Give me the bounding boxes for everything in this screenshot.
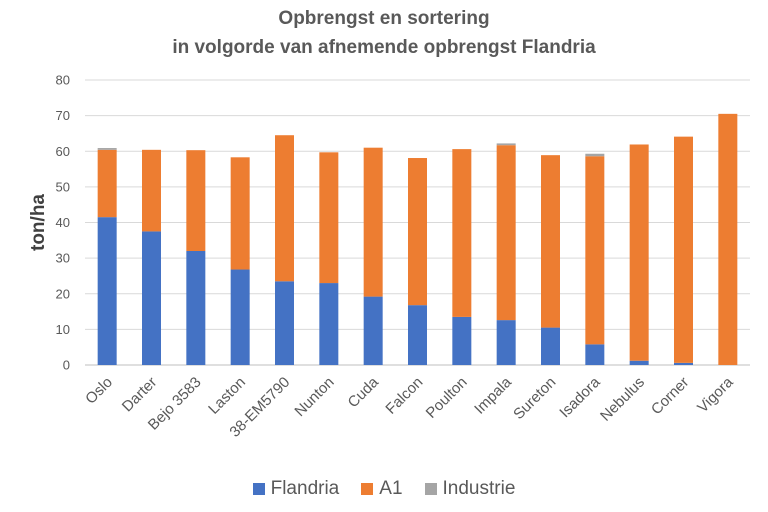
x-tick-label: Sureton [510, 374, 559, 423]
legend-item: A1 [361, 478, 403, 500]
y-tick-label: 20 [56, 286, 70, 301]
bar-flandria [452, 316, 472, 365]
x-tick-label: Oslo [82, 374, 116, 408]
bar-industrie [496, 143, 516, 146]
bar-a1 [230, 157, 250, 270]
bar-flandria [275, 281, 294, 365]
bar-a1 [186, 150, 206, 251]
chart-title-line1: Opbrengst en sortering [278, 8, 490, 29]
bar-a1 [585, 156, 605, 345]
x-tick-label: Falcon [382, 374, 426, 418]
legend: Flandria A1 Industrie [0, 478, 768, 500]
bar-flandria [230, 269, 250, 365]
legend-swatch [424, 483, 437, 495]
y-tick-label: 10 [56, 322, 70, 337]
y-tick-label: 40 [56, 215, 70, 230]
bar-flandria [319, 283, 339, 365]
bar-a1 [363, 147, 383, 297]
y-axis-label: ton/ha [28, 194, 49, 251]
x-tick-label: Poulton [423, 374, 471, 422]
x-tick-label: Darter [119, 374, 160, 415]
chart-title-line2: in volgorde van afnemende opbrengst Flan… [172, 37, 596, 58]
bar-flandria [142, 231, 161, 365]
bar-a1 [718, 113, 738, 365]
bar-a1 [629, 144, 649, 361]
bar-flandria [363, 296, 383, 365]
chart-title: Opbrengst en sortering in volgorde van a… [0, 4, 768, 62]
y-tick-label: 30 [56, 251, 70, 266]
bar-a1 [496, 145, 516, 321]
bar-a1 [97, 149, 117, 218]
legend-label: Flandria [270, 478, 340, 499]
y-tick-label: 60 [56, 144, 70, 159]
legend-swatch [361, 483, 374, 495]
bar-a1 [142, 149, 161, 232]
bar-a1 [452, 149, 472, 317]
x-tick-label: Laston [205, 374, 249, 418]
bar-flandria [585, 344, 605, 365]
bar-flandria [408, 305, 427, 365]
bar-a1 [541, 155, 560, 328]
bar-a1 [674, 136, 693, 363]
bar-flandria [186, 251, 206, 365]
bar-industrie [97, 148, 117, 150]
x-tick-label: Impala [471, 373, 515, 417]
x-tick-label: Isadora [556, 373, 604, 421]
x-tick-label: Nunton [291, 374, 337, 420]
bar-flandria [629, 360, 649, 365]
bar-flandria [97, 217, 117, 365]
legend-item: Industrie [424, 478, 516, 500]
bar-a1 [275, 135, 294, 282]
y-tick-label: 50 [56, 179, 70, 194]
bar-a1 [408, 158, 427, 306]
legend-item: Flandria [252, 478, 340, 500]
legend-label: Industrie [442, 478, 516, 499]
bar-flandria [674, 362, 693, 365]
y-tick-label: 70 [56, 108, 70, 123]
bar-a1 [319, 152, 339, 284]
bar-flandria [496, 320, 516, 365]
y-tick-label: 0 [63, 358, 70, 373]
legend-swatch [252, 483, 265, 495]
legend-label: A1 [379, 478, 403, 499]
bar-industrie [585, 153, 605, 157]
x-tick-label: Nebulus [597, 374, 648, 425]
x-tick-label: Corner [648, 374, 692, 418]
x-tick-label: Cuda [345, 373, 383, 411]
x-tick-label: Vigora [694, 373, 737, 416]
bar-flandria [541, 327, 560, 365]
y-tick-label: 80 [56, 73, 70, 88]
